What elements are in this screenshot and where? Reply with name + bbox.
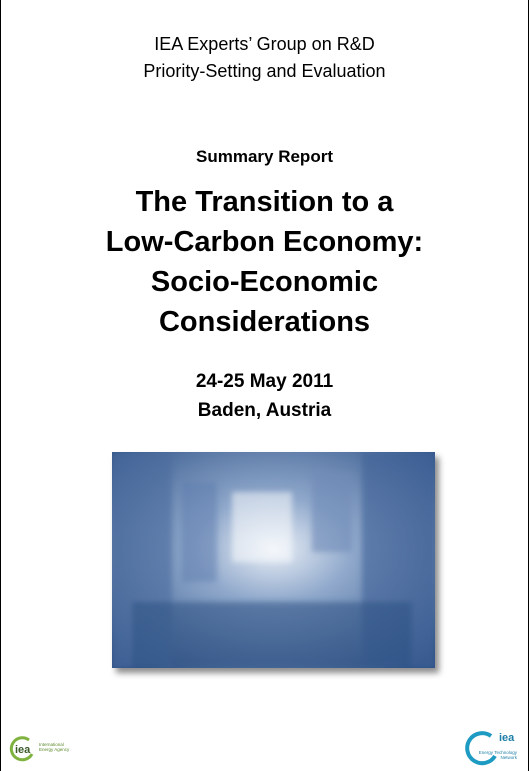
title-line: Socio-Economic: [1, 266, 528, 299]
header-line: IEA Experts’ Group on R&D: [1, 34, 528, 55]
header-line: Priority-Setting and Evaluation: [1, 61, 528, 82]
iea-logo: iea International Energy Agency: [9, 736, 89, 762]
title-line: The Transition to a: [1, 186, 528, 219]
event-date: 24-25 May 2011: [1, 371, 528, 393]
iea-etn-logo: iea Energy Technology Network: [463, 730, 523, 766]
logo-text: International Energy Agency: [39, 742, 73, 752]
title-line: Considerations: [1, 306, 528, 339]
logo-mark: iea: [499, 732, 514, 744]
subtitle: Summary Report: [1, 147, 528, 167]
cover-photo: [112, 452, 435, 668]
title-line: Low-Carbon Economy:: [1, 226, 528, 259]
logo-text: Energy Technology Network: [477, 750, 517, 760]
cover-page: IEA Experts’ Group on R&D Priority-Setti…: [0, 0, 529, 771]
logo-swoosh: [463, 730, 499, 766]
logo-mark: iea: [15, 744, 30, 756]
event-location: Baden, Austria: [1, 400, 528, 422]
